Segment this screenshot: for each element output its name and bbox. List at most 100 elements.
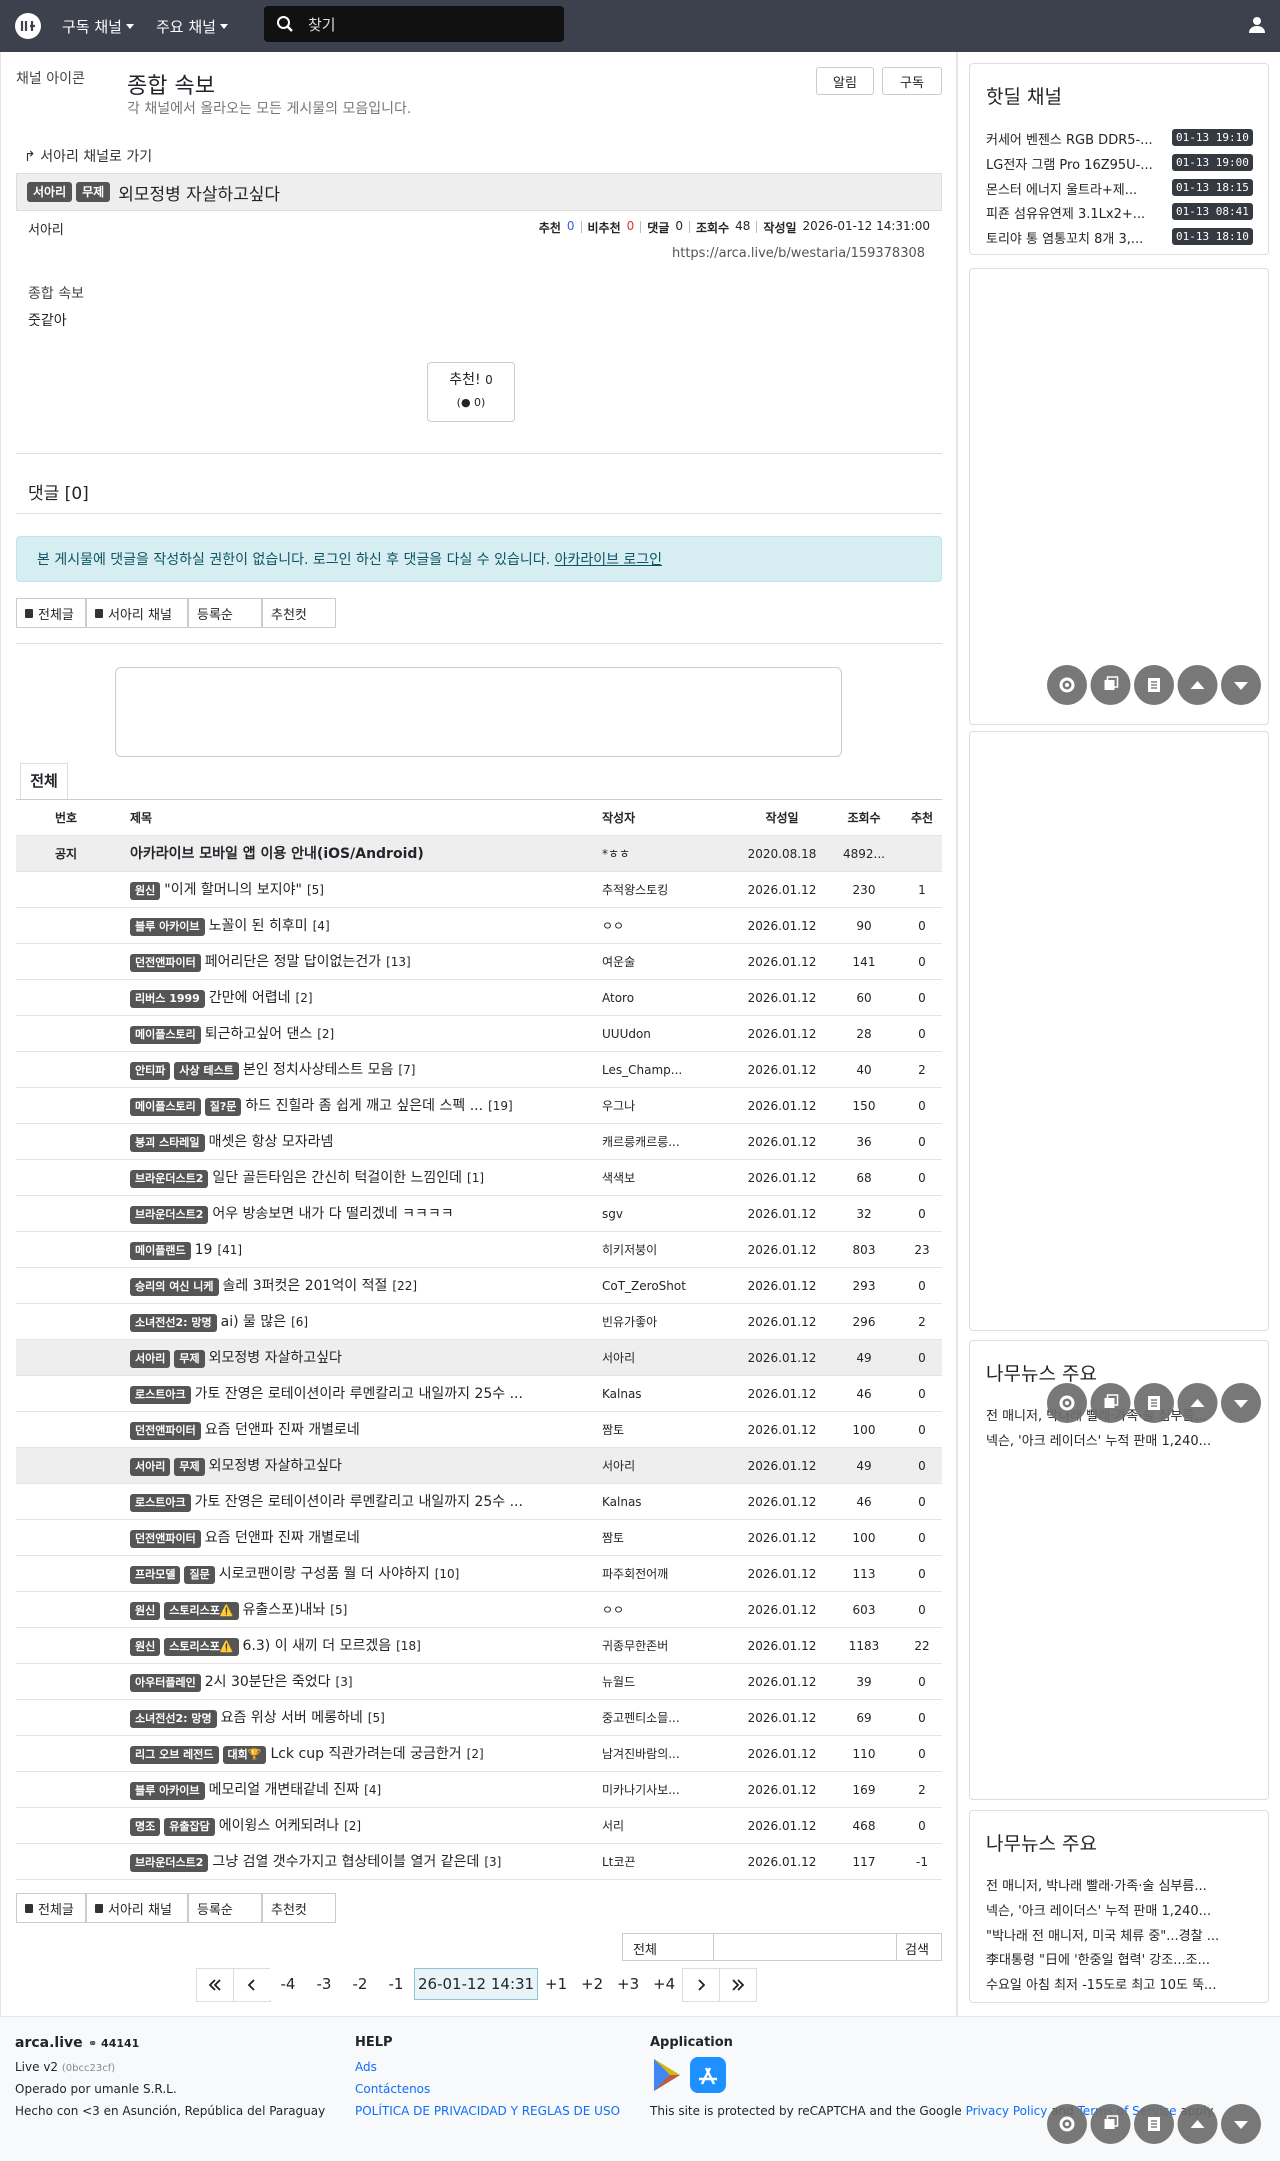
nav-menu-item[interactable]: 주요 채널 — [155, 17, 216, 36]
page-link[interactable]: +2 — [574, 1968, 611, 2000]
page-link[interactable]: +4 — [646, 1968, 683, 2000]
post-url[interactable]: https://arca.live/b/westaria/159378308 — [672, 246, 926, 261]
article-row[interactable]: 로스트아크 가토 잔영은 로테이션이라 루멘칼리고 내일까지 25수 ... Kal… — [16, 1376, 942, 1412]
article-row[interactable]: 리버스 1999 간만에 어렵네 [2] Atoro 2026.01.12 60 0 — [16, 980, 942, 1016]
hotdeal-title[interactable]: 토리야 통 염통꼬치 8개 3,... — [986, 232, 1144, 248]
article-row[interactable]: 던전앤파이터 페어리단은 정말 답이없는건가 [13] 여운술 2026.01.12 14… — [16, 944, 942, 980]
article-row[interactable]: 던전앤파이터 요즘 던앤파 진짜 개별로네 짬토 2026.01.12 100 0 — [16, 1520, 942, 1556]
subscribe-button[interactable]: 구독 — [882, 67, 942, 95]
list-tab[interactable]: 전체 — [20, 763, 68, 799]
hotdeal-title[interactable]: LG전자 그램 Pro 16Z95U-... — [986, 157, 1153, 173]
news-item[interactable]: 넥슨, '아크 레이더스' 누적 판매 1,240... — [986, 1433, 1212, 1449]
page-link[interactable]: -4 — [270, 1968, 306, 2000]
filter-button[interactable]: 서아리 채널 — [86, 1893, 188, 1923]
page-link[interactable]: -3 — [306, 1968, 342, 2000]
prev-page[interactable] — [233, 1968, 271, 2002]
floating-button[interactable] — [1134, 2104, 1174, 2144]
article-row[interactable]: 붕괴 스타레일 매셋은 항상 모자라넴 캐르릉캐르릉... 2026.01.12 36 0 — [16, 1124, 942, 1160]
login-link[interactable]: 아카라이브 로그인 — [554, 552, 663, 568]
article-row[interactable]: 아우터플레인 2시 30분단은 죽었다 [3] 뉴월드 2026.01.12 39 0 — [16, 1664, 942, 1700]
article-row[interactable]: 원신 스토리스포⚠️ 6.3) 이 새끼 더 모르겠음 [18] 귀종무한존버 2026.… — [16, 1628, 942, 1664]
floating-button[interactable] — [1177, 2104, 1218, 2144]
hotdeal-title[interactable]: 피죤 섬유유연제 3.1Lx2+... — [986, 207, 1146, 223]
page-link[interactable]: -2 — [342, 1968, 378, 2000]
article-row[interactable]: 원신 스토리스포⚠️ 유출스포)내놔 [5] ㅇㅇ 2026.01.12 603 0 — [16, 1592, 942, 1628]
current-page[interactable]: 26-01-12 14:31 — [414, 1968, 539, 2000]
help-link[interactable]: Contáctenos — [355, 2082, 431, 2096]
alarm-button[interactable]: 알림 — [816, 67, 874, 95]
floating-button[interactable] — [1090, 1383, 1131, 1423]
google-play-icon[interactable] — [650, 2057, 684, 2093]
sidebar-ad[interactable] — [969, 731, 1269, 1331]
article-row[interactable]: 공지 아카라이브 모바일 앱 이용 안내(iOS/Android) *ㅎㅎ 2020.… — [16, 836, 942, 872]
privacy-link[interactable]: Privacy Policy — [965, 2104, 1048, 2118]
article-row[interactable]: 블루 아카이브 노꼴이 된 히후미 [4] ㅇㅇ 2026.01.12 90 0 — [16, 908, 942, 944]
floating-button[interactable] — [1221, 665, 1261, 705]
article-row[interactable]: 브라운더스트2 어우 방송보면 내가 다 떨리겠네 ㅋㅋㅋㅋ sgv 2026.01.… — [16, 1196, 942, 1232]
page-link[interactable]: +1 — [538, 1968, 575, 2000]
filter-button[interactable]: 전체글 — [16, 1893, 86, 1923]
back-link[interactable]: ↱ 서아리 채널로 가기 — [24, 149, 153, 165]
floating-button[interactable] — [1090, 665, 1131, 705]
help-link[interactable]: Ads — [355, 2060, 377, 2074]
news-item[interactable]: "박나래 전 매니저, 미국 체류 중"...경찰 ... — [986, 1928, 1220, 1944]
article-row[interactable]: 원신 "이게 할머니의 보지야" [5] 추적왕스토킹 2026.01.12 230 1 — [16, 872, 942, 908]
article-row[interactable]: 소녀전선2: 망명 ai) 물 많은 [6] 빈유가좋아 2026.01.12 296 2 — [16, 1304, 942, 1340]
page-link[interactable]: +3 — [610, 1968, 647, 2000]
news-item[interactable]: 수요일 아침 최저 -15도로 최고 10도 뚝... — [986, 1978, 1217, 1994]
post-badge[interactable]: 무제 — [76, 182, 111, 202]
article-row[interactable]: 블루 아카이브 메모리얼 개변태같네 진짜 [4] 미카나기사보... 2026.01.… — [16, 1772, 942, 1808]
filter-button[interactable]: 추천컷 — [262, 1893, 336, 1923]
floating-button[interactable] — [1090, 2104, 1131, 2144]
article-row[interactable]: 프라모델 질문 시로코팬이랑 구성품 뭘 더 사야하지 [10] 파주회전어깨 2026.… — [16, 1556, 942, 1592]
article-row[interactable]: 로스트아크 가토 잔영은 로테이션이라 루멘칼리고 내일까지 25수 ... Kal… — [16, 1484, 942, 1520]
floating-button[interactable] — [1134, 1383, 1174, 1423]
article-row[interactable]: 명조 유출잡담 에이윙스 어케되려나 [2] 서리 2026.01.12 468 0 — [16, 1808, 942, 1844]
search-button[interactable]: 검색 — [905, 1943, 929, 1958]
page-link[interactable]: -1 — [378, 1968, 414, 2000]
floating-button[interactable] — [1177, 665, 1218, 705]
vote-box[interactable]: 추천! 0 (● 0) — [427, 362, 515, 422]
search-box[interactable]: 찾기 — [264, 6, 564, 42]
filter-button[interactable]: 서아리 채널 — [86, 598, 188, 628]
article-row[interactable]: 안티파 사상 테스트 본인 정치사상테스트 모음 [7] Les_Champ... 202… — [16, 1052, 942, 1088]
next-page[interactable] — [682, 1968, 721, 2002]
post-badge[interactable]: 서아리 — [27, 182, 73, 202]
filter-button[interactable]: 등록순 — [188, 598, 262, 628]
app-store-icon[interactable] — [690, 2057, 726, 2093]
floating-button[interactable] — [1221, 1383, 1261, 1423]
floating-button[interactable] — [1134, 665, 1174, 705]
floating-button[interactable] — [1047, 2104, 1087, 2144]
article-row[interactable]: 서아리 무제 외모정병 자살하고싶다 서아리 2026.01.12 49 0 — [16, 1340, 942, 1376]
first-page[interactable] — [196, 1968, 234, 2002]
article-row[interactable]: 메이플랜드 19 [41] 히키저붕이 2026.01.12 803 23 — [16, 1232, 942, 1268]
hotdeal-title[interactable]: 몬스터 에너지 울트라+제... — [986, 182, 1138, 198]
hotdeal-title[interactable]: 커세어 벤젠스 RGB DDR5-... — [986, 133, 1153, 148]
article-row[interactable]: 메이플스토리 퇴근하고싶어 댄스 [2] UUUdon 2026.01.12 28 0 — [16, 1016, 942, 1052]
channel-title[interactable]: 종합 속보 — [127, 74, 215, 99]
floating-button[interactable] — [1177, 1383, 1218, 1423]
sidebar-ad[interactable] — [969, 268, 1269, 725]
filter-button[interactable]: 등록순 — [188, 1893, 262, 1923]
floating-button[interactable] — [1047, 1383, 1087, 1423]
news-item[interactable]: 李대통령 "日에 '한중일 협력' 강조...조... — [986, 1953, 1210, 1969]
user-icon[interactable] — [1248, 16, 1266, 34]
logo[interactable] — [14, 12, 42, 40]
article-row[interactable]: 소녀전선2: 망명 요즘 위상 서버 메롱하네 [5] 중고펜티소믈... 2026.0… — [16, 1700, 942, 1736]
news-item[interactable]: 넥슨, '아크 레이더스' 누적 판매 1,240... — [986, 1903, 1212, 1919]
ad-banner[interactable] — [115, 667, 842, 757]
article-row[interactable]: 리그 오브 레전드 대회🏆 Lck cup 직관가려는데 궁금한거 [2] 남겨진바람의… — [16, 1736, 942, 1772]
help-link[interactable]: POLÍTICA DE PRIVACIDAD Y REGLAS DE USO — [355, 2104, 621, 2118]
nav-menu-item[interactable]: 구독 채널 — [62, 17, 122, 36]
article-row[interactable]: 브라운더스트2 그냥 검열 갯수가지고 협상테이블 열거 같은데 [3] Lt코끈 20… — [16, 1844, 942, 1880]
floating-button[interactable] — [1047, 665, 1087, 705]
article-row[interactable]: 던전앤파이터 요즘 던앤파 진짜 개별로네 짬토 2026.01.12 100 0 — [16, 1412, 942, 1448]
hotdeal-title[interactable]: 핫딜 채널 — [986, 86, 1062, 108]
article-row[interactable]: 승리의 여신 니케 솔레 3퍼컷은 201억이 적절 [22] CoT_ZeroSho… — [16, 1268, 942, 1304]
last-page[interactable] — [719, 1968, 758, 2002]
filter-button[interactable]: 추천컷 — [262, 598, 336, 628]
article-row[interactable]: 브라운더스트2 일단 골든타임은 간신히 턱걸이한 느낌인데 [1] 색색보 2026.… — [16, 1160, 942, 1196]
floating-button[interactable] — [1221, 2104, 1261, 2144]
search-scope[interactable]: 전체 — [633, 1943, 657, 1958]
filter-button[interactable]: 전체글 — [16, 598, 86, 628]
